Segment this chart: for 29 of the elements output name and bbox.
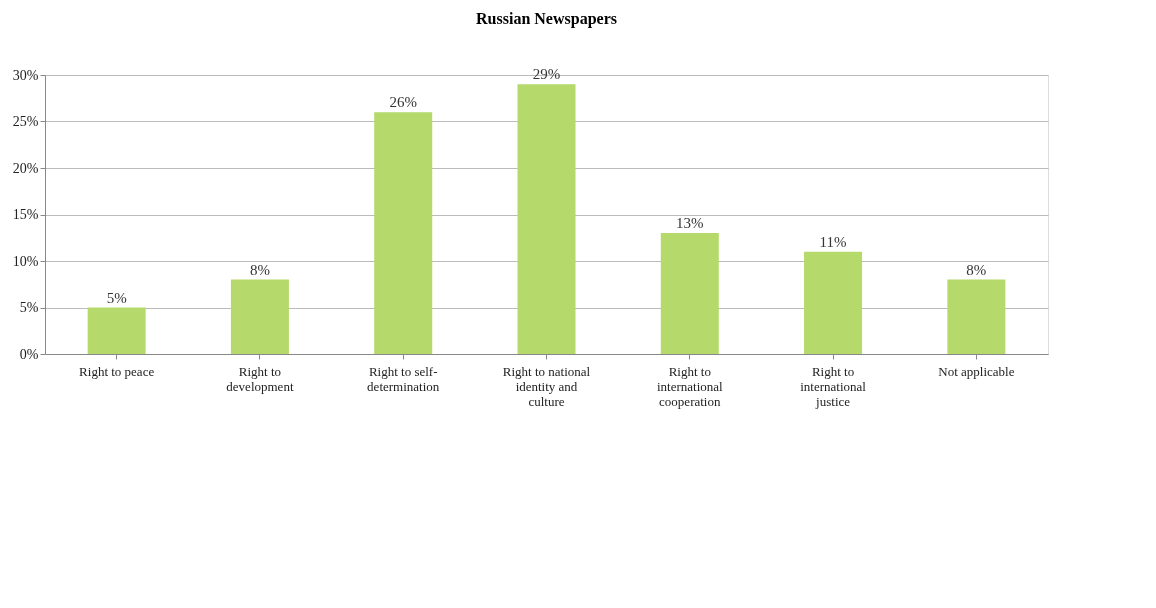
x-tick-label: Right to development xyxy=(226,363,294,394)
data-label: 26% xyxy=(389,94,417,111)
data-label: 29% xyxy=(532,66,561,83)
y-tick-label: 5% xyxy=(19,300,39,315)
bar xyxy=(374,112,433,354)
x-tick-label: Right to self-determination xyxy=(367,363,440,394)
y-tick-label: 0% xyxy=(19,346,39,362)
x-tick-label: Right to national identity and culture xyxy=(502,363,591,409)
y-tick-label: 15% xyxy=(12,207,39,222)
chart-title: Russian Newspapers xyxy=(476,10,617,29)
bar xyxy=(517,84,576,354)
y-tick-label: 10% xyxy=(12,253,39,269)
data-label: 11% xyxy=(819,233,847,250)
bar xyxy=(804,251,863,354)
data-label: 5% xyxy=(106,289,127,306)
bar xyxy=(947,279,1006,354)
x-tick-label: Not applicable xyxy=(938,363,1015,379)
bar xyxy=(230,279,289,354)
data-label: 13% xyxy=(676,215,704,232)
data-label: 8% xyxy=(249,261,270,278)
y-tick-label: 30% xyxy=(12,67,39,83)
y-tick-label: 25% xyxy=(12,114,39,129)
bar xyxy=(87,307,146,354)
x-tick-label: Right to international justice xyxy=(800,363,867,409)
x-tick-label: Right to peace xyxy=(79,363,155,379)
bar xyxy=(660,233,719,354)
x-tick-label: Right to international cooperation xyxy=(656,363,724,409)
data-label: 8% xyxy=(966,261,987,278)
y-tick-label: 20% xyxy=(12,160,39,176)
